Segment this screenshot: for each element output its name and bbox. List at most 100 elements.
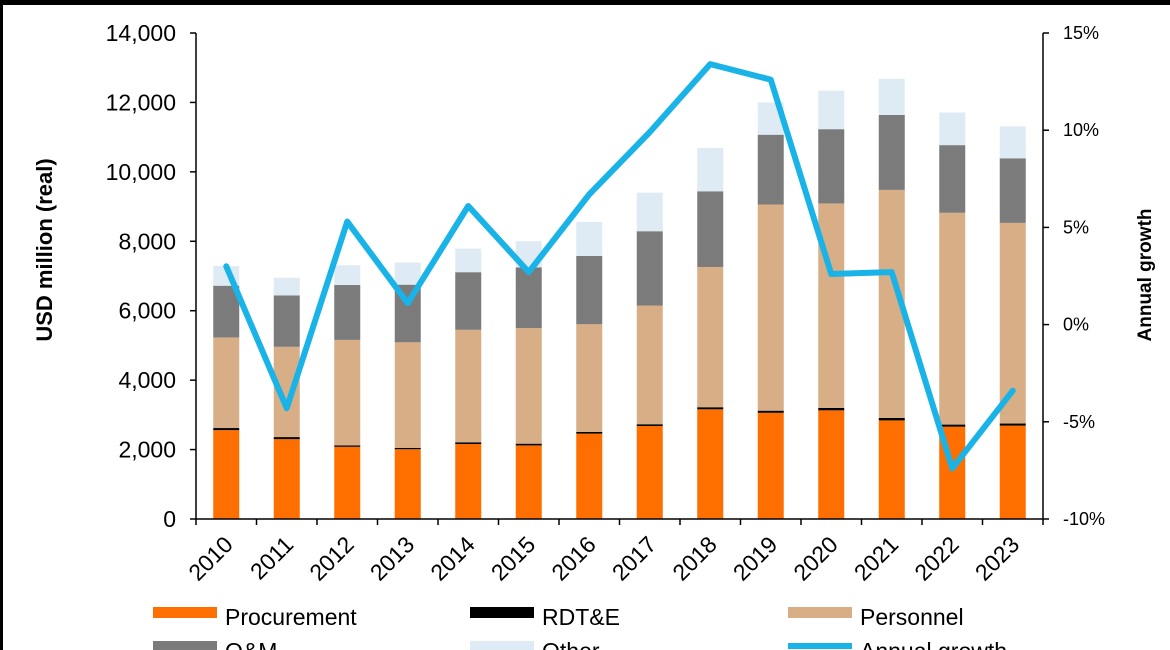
x-tick-label: 2023 xyxy=(970,531,1025,586)
bar-other-2021 xyxy=(878,78,905,115)
bar-personnel-2016 xyxy=(576,324,603,432)
legend-swatch-other xyxy=(470,641,534,650)
x-tick-label: 2022 xyxy=(909,531,964,586)
bar-procurement-2014 xyxy=(455,444,482,519)
bar-procurement-2020 xyxy=(818,410,845,519)
y-tick-label: 0 xyxy=(163,506,176,532)
bar-rdt-e-2018 xyxy=(697,407,724,410)
x-tick-label: 2018 xyxy=(667,531,722,586)
x-tick-label: 2019 xyxy=(728,531,783,586)
bar-o-m-2012 xyxy=(334,285,361,340)
bar-o-m-2011 xyxy=(273,295,300,347)
bar-other-2022 xyxy=(939,112,966,146)
bar-rdt-e-2020 xyxy=(818,407,845,411)
legend-label-other: Other xyxy=(542,638,600,650)
bar-procurement-2016 xyxy=(576,433,603,519)
bar-personnel-2018 xyxy=(697,266,724,408)
bar-o-m-2017 xyxy=(636,231,663,306)
bar-other-2020 xyxy=(818,90,845,130)
x-tick-label: 2014 xyxy=(425,531,480,586)
bar-other-2016 xyxy=(576,221,603,256)
y-tick-label: 12,000 xyxy=(106,89,176,115)
bar-procurement-2018 xyxy=(697,409,724,519)
bar-other-2012 xyxy=(334,265,361,286)
legend-label-rdt-e: RDT&E xyxy=(542,604,620,630)
bar-procurement-2012 xyxy=(334,446,361,519)
x-tick-label: 2016 xyxy=(546,531,601,586)
bar-personnel-2017 xyxy=(636,305,663,425)
bar-o-m-2019 xyxy=(757,134,784,205)
bar-o-m-2023 xyxy=(999,158,1026,223)
bar-rdt-e-2021 xyxy=(878,417,905,421)
legend-label-procurement: Procurement xyxy=(225,604,357,630)
line-annual-growth xyxy=(223,61,1016,472)
bar-o-m-2018 xyxy=(697,191,724,267)
y2-tick-label: 5% xyxy=(1063,217,1089,237)
y2-tick-label: 10% xyxy=(1063,120,1099,140)
bar-other-2018 xyxy=(697,147,724,192)
bar-personnel-2012 xyxy=(334,339,361,446)
legend-swatch-procurement xyxy=(153,607,217,618)
bar-procurement-2010 xyxy=(213,430,240,519)
y2-tick-label: -5% xyxy=(1063,412,1095,432)
x-tick-label: 2010 xyxy=(183,531,238,586)
legend-swatch-personnel xyxy=(788,607,852,618)
bar-personnel-2013 xyxy=(394,342,421,448)
y-tick-label: 2,000 xyxy=(118,437,176,463)
bar-o-m-2021 xyxy=(878,114,905,190)
legend-label-personnel: Personnel xyxy=(860,604,964,630)
y2-tick-label: 0% xyxy=(1063,315,1089,335)
bar-procurement-2013 xyxy=(394,449,421,519)
bar-rdt-e-2016 xyxy=(576,431,603,434)
bar-rdt-e-2011 xyxy=(273,437,300,440)
bar-o-m-2014 xyxy=(455,272,482,330)
legend-label-o-m: O&M xyxy=(225,638,277,650)
bar-other-2011 xyxy=(273,277,300,296)
bar-personnel-2010 xyxy=(213,337,240,429)
bar-o-m-2016 xyxy=(576,255,603,325)
bar-other-2023 xyxy=(999,126,1026,159)
y2-tick-label: 15% xyxy=(1063,23,1099,43)
y-tick-label: 6,000 xyxy=(118,298,176,324)
bar-rdt-e-2013 xyxy=(394,447,421,450)
bar-rdt-e-2015 xyxy=(515,443,542,446)
bar-rdt-e-2012 xyxy=(334,445,361,447)
bar-personnel-2022 xyxy=(939,212,966,425)
x-tick-label: 2021 xyxy=(849,531,904,586)
bar-other-2017 xyxy=(636,192,663,232)
frame-top-border xyxy=(0,0,1170,5)
bar-procurement-2011 xyxy=(273,439,300,519)
bar-personnel-2019 xyxy=(757,204,784,411)
y2-tick-label: -10% xyxy=(1063,509,1105,529)
bar-procurement-2015 xyxy=(515,445,542,519)
bar-personnel-2014 xyxy=(455,329,482,443)
bar-rdt-e-2019 xyxy=(757,410,784,413)
bar-other-2013 xyxy=(394,262,421,285)
bar-procurement-2021 xyxy=(878,420,905,519)
bar-o-m-2020 xyxy=(818,129,845,204)
y2-axis-label: Annual growth xyxy=(1135,209,1156,342)
bar-rdt-e-2023 xyxy=(999,423,1026,426)
x-tick-label: 2013 xyxy=(365,531,420,586)
legend-label-annual-growth: Annual growth xyxy=(860,638,1007,650)
x-tick-label: 2011 xyxy=(245,531,298,584)
bar-procurement-2017 xyxy=(636,425,663,519)
x-tick-label: 2015 xyxy=(486,531,541,586)
y-tick-label: 10,000 xyxy=(106,159,176,185)
bar-o-m-2022 xyxy=(939,145,966,213)
x-tick-label: 2012 xyxy=(304,531,359,586)
y-axis-label: USD million (real) xyxy=(32,158,57,341)
bar-personnel-2015 xyxy=(515,328,542,444)
bar-o-m-2015 xyxy=(515,267,542,329)
bar-o-m-2010 xyxy=(213,285,240,338)
frame-left-border xyxy=(0,0,3,650)
legend-swatch-rdt-e xyxy=(470,607,534,618)
legend-swatch-annual-growth xyxy=(788,643,852,649)
bar-other-2014 xyxy=(455,248,482,273)
bar-rdt-e-2017 xyxy=(636,424,663,426)
bar-rdt-e-2010 xyxy=(213,428,240,431)
bar-procurement-2023 xyxy=(999,425,1026,519)
x-tick-label: 2017 xyxy=(607,531,662,586)
legend-swatch-o-m xyxy=(153,641,217,650)
